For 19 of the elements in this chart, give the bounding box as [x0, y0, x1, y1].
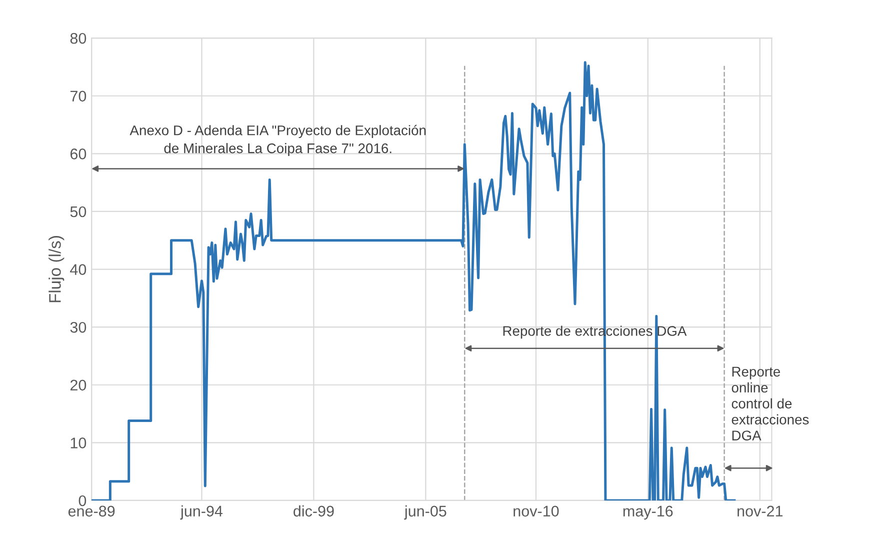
x-tick-label: nov-21 [738, 506, 783, 517]
annotation: Anexo D - Adenda EIA "Proyecto de Explotación de Minerales La Coipa Fase 7" 2016. [130, 124, 426, 156]
y-axis-title: Flujo (l/s) [48, 236, 64, 302]
y-tick-label: 50 [70, 206, 86, 218]
y-tick-label: 0 [78, 495, 86, 506]
x-tick-label: jun-05 [404, 505, 446, 520]
x-tick-label: nov-10 [514, 506, 559, 517]
y-tick-label: 10 [70, 438, 86, 448]
x-tick-label: may-16 [623, 506, 673, 520]
y-tick-label: 20 [70, 380, 86, 391]
y-tick-label: 60 [70, 148, 86, 160]
annotation: Reporte online control de extracciones DGA [732, 366, 809, 440]
y-tick-label: 40 [70, 264, 86, 275]
y-tick-label: 80 [70, 32, 86, 44]
y-tick-label: 30 [70, 322, 86, 333]
x-tick-label: ene-89 [68, 506, 115, 517]
x-tick-label: jun-94 [180, 505, 223, 520]
y-tick-label: 70 [70, 90, 86, 102]
x-tick-label: dic-99 [294, 505, 334, 517]
